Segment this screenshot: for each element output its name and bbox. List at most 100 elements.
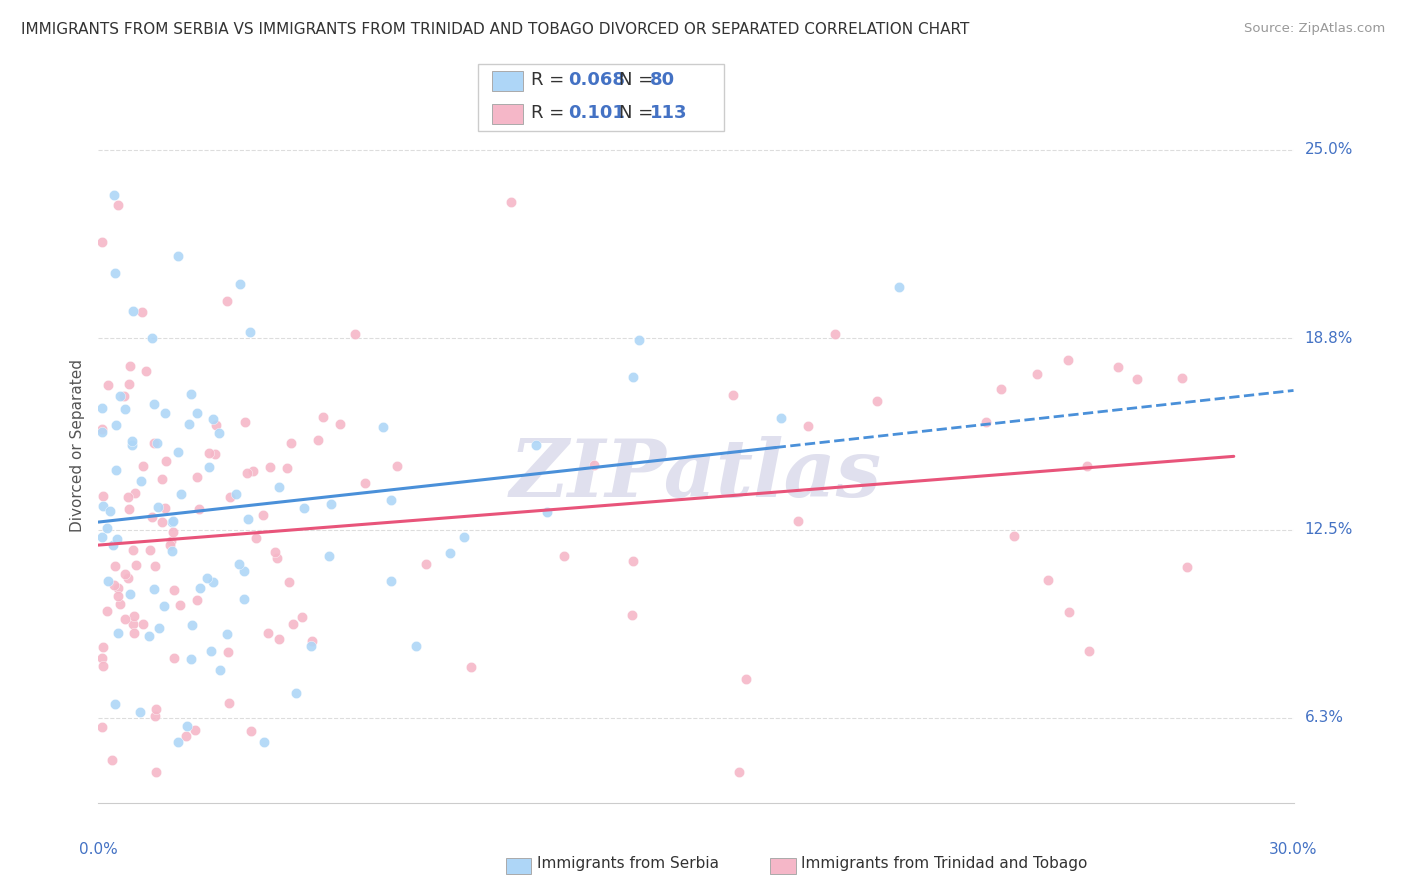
Point (105, 417, 128, 432)
Point (373, 420, 395, 434)
Point (734, 673, 756, 687)
Text: 25.0%: 25.0% (1305, 143, 1353, 157)
Point (1126, 372, 1149, 386)
Point (1171, 370, 1194, 384)
Point (104, 558, 127, 573)
Point (104, 463, 127, 477)
Point (107, 589, 129, 603)
Point (225, 487, 247, 501)
Point (501, 194, 523, 209)
Point (160, 516, 183, 530)
Point (259, 460, 281, 475)
Point (142, 397, 165, 411)
Text: 18.8%: 18.8% (1305, 331, 1353, 346)
Point (103, 188, 125, 202)
Point (93, 658, 115, 673)
Point (96, 604, 118, 618)
Point (145, 702, 167, 716)
Point (142, 582, 165, 596)
Point (150, 515, 173, 529)
Text: IMMIGRANTS FROM SERBIA VS IMMIGRANTS FROM TRINIDAD AND TOBAGO DIVORCED OR SEPARA: IMMIGRANTS FROM SERBIA VS IMMIGRANTS FRO… (21, 22, 970, 37)
Point (135, 364, 157, 378)
Point (129, 705, 152, 719)
Point (201, 574, 224, 589)
Point (233, 415, 256, 429)
Point (141, 510, 163, 524)
Point (153, 500, 176, 515)
Point (524, 437, 547, 451)
Point (217, 294, 239, 309)
Text: Source: ZipAtlas.com: Source: ZipAtlas.com (1244, 22, 1385, 36)
Point (107, 198, 129, 212)
Point (129, 474, 152, 488)
Point (180, 387, 202, 401)
Point (242, 464, 264, 478)
Point (301, 633, 323, 648)
Point (114, 611, 136, 625)
Point (380, 574, 402, 589)
Point (105, 532, 128, 546)
Point (146, 500, 169, 514)
Text: 0.0%: 0.0% (79, 842, 118, 856)
Point (146, 436, 169, 450)
Point (990, 382, 1012, 396)
Point (160, 534, 183, 549)
Text: 0.068: 0.068 (568, 71, 626, 89)
Point (627, 334, 650, 348)
Point (91, 530, 114, 544)
Point (143, 709, 166, 723)
Point (153, 406, 176, 420)
Point (1002, 528, 1025, 542)
Point (889, 279, 911, 293)
Point (536, 505, 558, 519)
Point (974, 415, 997, 429)
Point (1057, 353, 1080, 368)
Text: 0.101: 0.101 (568, 104, 624, 122)
Point (162, 525, 184, 540)
Point (91, 235, 114, 250)
Point (1057, 606, 1080, 620)
Point (112, 389, 135, 403)
Point (108, 389, 131, 403)
Point (96, 521, 118, 535)
Point (118, 587, 141, 601)
Point (233, 564, 256, 578)
Point (91, 640, 114, 654)
Point (169, 599, 191, 613)
Point (354, 476, 377, 491)
Point (621, 608, 644, 623)
Point (148, 621, 170, 635)
Point (198, 446, 221, 460)
Point (125, 558, 148, 572)
Point (103, 578, 125, 592)
Point (180, 652, 202, 666)
Point (174, 729, 197, 743)
Point (200, 644, 222, 658)
Point (162, 515, 184, 529)
Text: 30.0%: 30.0% (1270, 842, 1317, 856)
Point (553, 549, 575, 563)
Point (319, 497, 342, 511)
Point (253, 735, 276, 749)
Point (1107, 360, 1129, 375)
Point (177, 417, 200, 432)
Point (132, 617, 155, 632)
Y-axis label: Divorced or Separated: Divorced or Separated (70, 359, 86, 533)
Point (163, 650, 186, 665)
Point (121, 434, 143, 448)
Point (117, 490, 139, 504)
Point (98, 504, 121, 518)
Point (104, 266, 127, 280)
Point (170, 486, 193, 500)
Point (866, 394, 889, 409)
Text: N =: N = (619, 104, 658, 122)
Point (307, 433, 329, 447)
Point (167, 249, 190, 263)
Text: 6.3%: 6.3% (1305, 710, 1344, 725)
Point (187, 501, 209, 516)
Point (107, 626, 129, 640)
Point (582, 458, 605, 472)
Point (186, 470, 208, 484)
Point (110, 597, 132, 611)
Point (184, 723, 207, 737)
